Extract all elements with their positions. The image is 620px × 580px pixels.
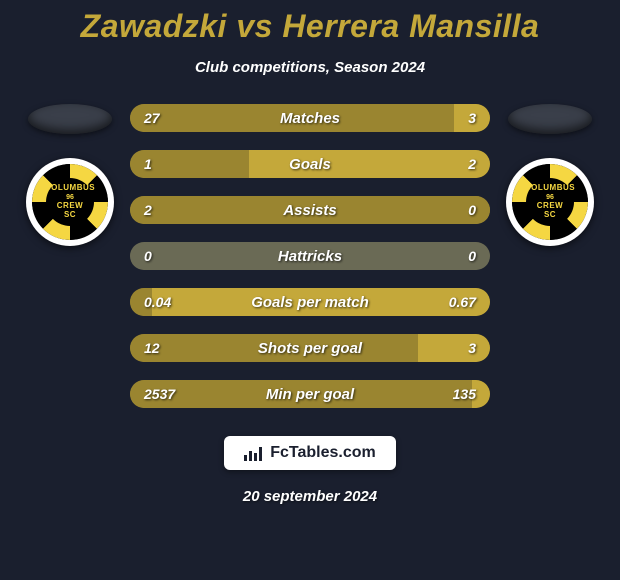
crest-text: 96 bbox=[66, 194, 74, 202]
stat-bar-left bbox=[130, 150, 249, 178]
stat-bar-left bbox=[130, 380, 472, 408]
footer-date: 20 september 2024 bbox=[243, 488, 377, 505]
brand-badge[interactable]: FcTables.com bbox=[224, 436, 396, 470]
stat-bar-right bbox=[472, 380, 490, 408]
page-title: Zawadzki vs Herrera Mansilla bbox=[81, 8, 540, 45]
stat-bar-left bbox=[130, 196, 490, 224]
crest-text: COLUMBUS bbox=[45, 184, 95, 193]
stat-row: 20Assists bbox=[130, 196, 490, 224]
stat-bar-left bbox=[130, 334, 418, 362]
comparison-area: COLUMBUS 96 CREW SC 273Matches 12Goals 20A… bbox=[0, 104, 620, 408]
stat-bar-right bbox=[152, 288, 490, 316]
stat-row: 273Matches bbox=[130, 104, 490, 132]
stat-row: 00Hattricks bbox=[130, 242, 490, 270]
crest-text: SC bbox=[64, 211, 76, 220]
stat-bar-left bbox=[130, 242, 310, 270]
crest-text: 96 bbox=[546, 194, 554, 202]
player-silhouette-right bbox=[508, 104, 592, 134]
club-crest-right: COLUMBUS 96 CREW SC bbox=[506, 158, 594, 246]
stat-bars: 273Matches 12Goals 20Assists 00Hattricks 0.0… bbox=[130, 104, 490, 408]
stat-bar-right bbox=[249, 150, 490, 178]
stat-bar-right bbox=[454, 104, 490, 132]
stat-bar-left bbox=[130, 104, 454, 132]
brand-text: FcTables.com bbox=[270, 444, 376, 462]
crest-text: SC bbox=[544, 211, 556, 220]
stat-row: 123Shots per goal bbox=[130, 334, 490, 362]
brand-chart-icon bbox=[244, 445, 264, 461]
stat-row: 0.040.67Goals per match bbox=[130, 288, 490, 316]
right-player-col: COLUMBUS 96 CREW SC bbox=[490, 104, 610, 246]
crest-text: COLUMBUS bbox=[525, 184, 575, 193]
stat-bar-right bbox=[418, 334, 490, 362]
left-player-col: COLUMBUS 96 CREW SC bbox=[10, 104, 130, 246]
subtitle: Club competitions, Season 2024 bbox=[195, 59, 425, 76]
club-crest-left: COLUMBUS 96 CREW SC bbox=[26, 158, 114, 246]
stat-row: 12Goals bbox=[130, 150, 490, 178]
stat-row: 2537135Min per goal bbox=[130, 380, 490, 408]
player-silhouette-left bbox=[28, 104, 112, 134]
stat-bar-right bbox=[310, 242, 490, 270]
stat-bar-left bbox=[130, 288, 152, 316]
